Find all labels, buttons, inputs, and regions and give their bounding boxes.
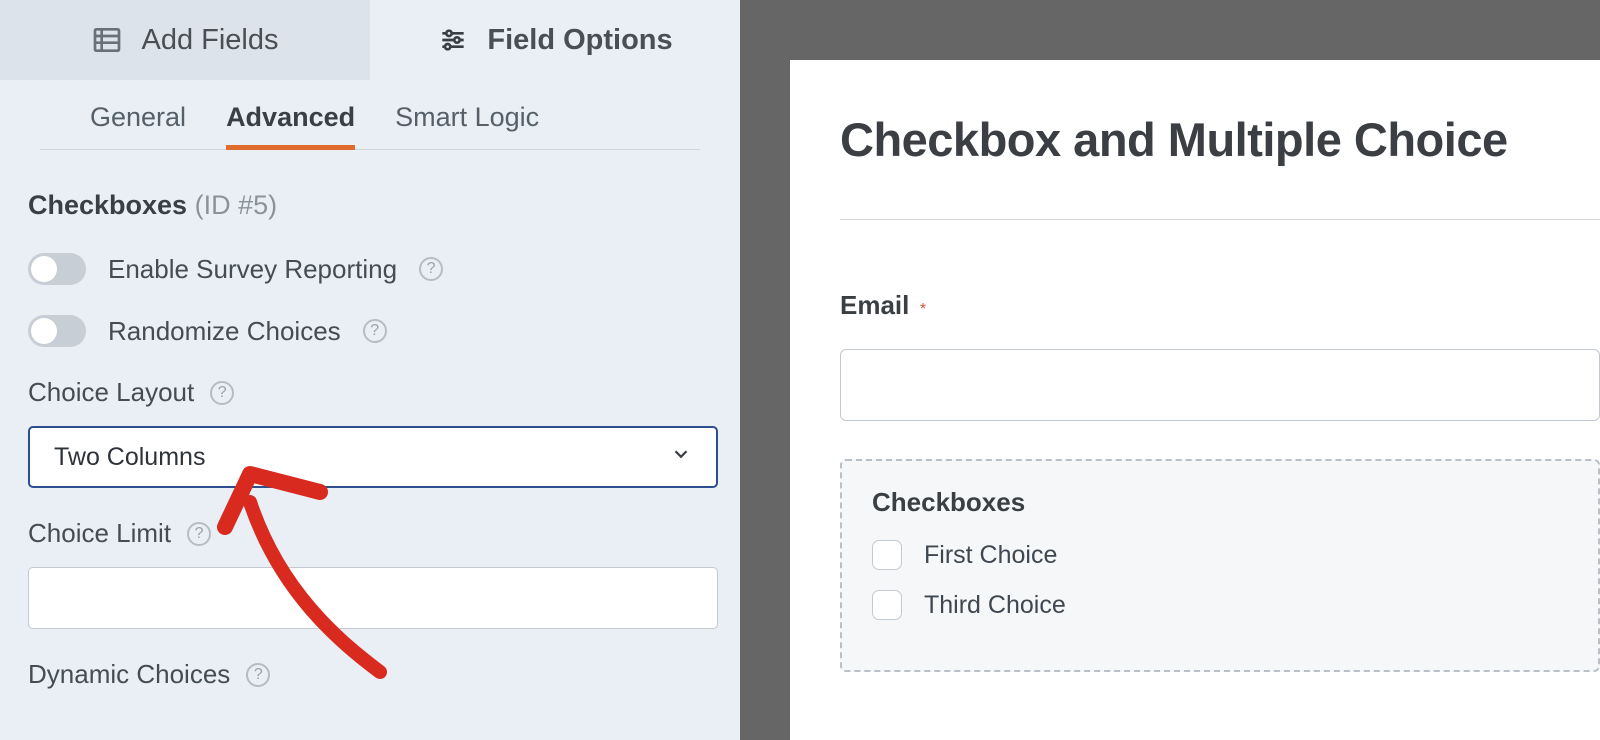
- field-options-icon: [437, 24, 469, 56]
- checkbox-choice[interactable]: Third Choice: [872, 590, 1568, 620]
- tab-field-options[interactable]: Field Options: [370, 0, 740, 80]
- choice-limit-label: Choice Limit: [28, 518, 171, 549]
- tab-add-fields[interactable]: Add Fields: [0, 0, 370, 80]
- sub-tabs: General Advanced Smart Logic: [40, 80, 700, 150]
- email-field: Email *: [840, 290, 1600, 421]
- help-icon[interactable]: ?: [187, 522, 211, 546]
- tab-add-fields-label: Add Fields: [141, 24, 278, 57]
- field-heading: Checkboxes (ID #5): [28, 190, 712, 221]
- choice-layout-label-row: Choice Layout ?: [28, 377, 712, 408]
- toggle-survey-label: Enable Survey Reporting: [108, 254, 397, 285]
- help-icon[interactable]: ?: [363, 319, 387, 343]
- checkbox-box[interactable]: [872, 590, 902, 620]
- subtab-smart-logic[interactable]: Smart Logic: [395, 102, 539, 149]
- checkboxes-label: Checkboxes: [872, 487, 1568, 518]
- dynamic-choices-label-row: Dynamic Choices ?: [28, 659, 712, 690]
- field-name: Checkboxes: [28, 190, 187, 220]
- field-id: (ID #5): [195, 190, 278, 220]
- checkbox-box[interactable]: [872, 540, 902, 570]
- choice-limit-label-row: Choice Limit ?: [28, 518, 712, 549]
- toggle-randomize-label: Randomize Choices: [108, 316, 341, 347]
- required-star: *: [920, 301, 926, 318]
- sidebar-inner: Add Fields Field Options General: [0, 0, 740, 708]
- toggle-randomize-choices[interactable]: [28, 315, 86, 347]
- form-preview: Checkbox and Multiple Choice Email * Che…: [790, 60, 1600, 740]
- choice-layout-label: Choice Layout: [28, 377, 194, 408]
- dynamic-choices-label: Dynamic Choices: [28, 659, 230, 690]
- checkbox-choice-label: Third Choice: [924, 591, 1066, 620]
- checkbox-choice-label: First Choice: [924, 541, 1057, 570]
- help-icon[interactable]: ?: [246, 663, 270, 687]
- choice-layout-value: Two Columns: [54, 443, 205, 472]
- help-icon[interactable]: ?: [419, 257, 443, 281]
- subtab-advanced[interactable]: Advanced: [226, 102, 355, 149]
- checkbox-choice[interactable]: First Choice: [872, 540, 1568, 570]
- toggle-row-survey: Enable Survey Reporting ?: [28, 253, 712, 285]
- choice-layout-select[interactable]: Two Columns: [28, 426, 718, 488]
- divider: [840, 219, 1600, 220]
- choice-limit-input[interactable]: [28, 567, 718, 629]
- toggle-row-randomize: Randomize Choices ?: [28, 315, 712, 347]
- field-options-sidebar: Add Fields Field Options General: [0, 0, 740, 740]
- advanced-panel: Checkboxes (ID #5) Enable Survey Reporti…: [0, 150, 740, 690]
- checkboxes-field[interactable]: Checkboxes First Choice Third Choice: [840, 459, 1600, 672]
- help-icon[interactable]: ?: [210, 381, 234, 405]
- toggle-survey-reporting[interactable]: [28, 253, 86, 285]
- chevron-down-icon: [670, 443, 692, 472]
- add-fields-icon: [91, 24, 123, 56]
- top-tabs: Add Fields Field Options: [0, 0, 740, 80]
- subtab-general[interactable]: General: [90, 102, 186, 149]
- form-title: Checkbox and Multiple Choice: [840, 112, 1600, 167]
- tab-field-options-label: Field Options: [487, 24, 672, 57]
- email-input[interactable]: [840, 349, 1600, 421]
- email-label: Email: [840, 290, 909, 320]
- preview-canvas: Checkbox and Multiple Choice Email * Che…: [740, 0, 1600, 740]
